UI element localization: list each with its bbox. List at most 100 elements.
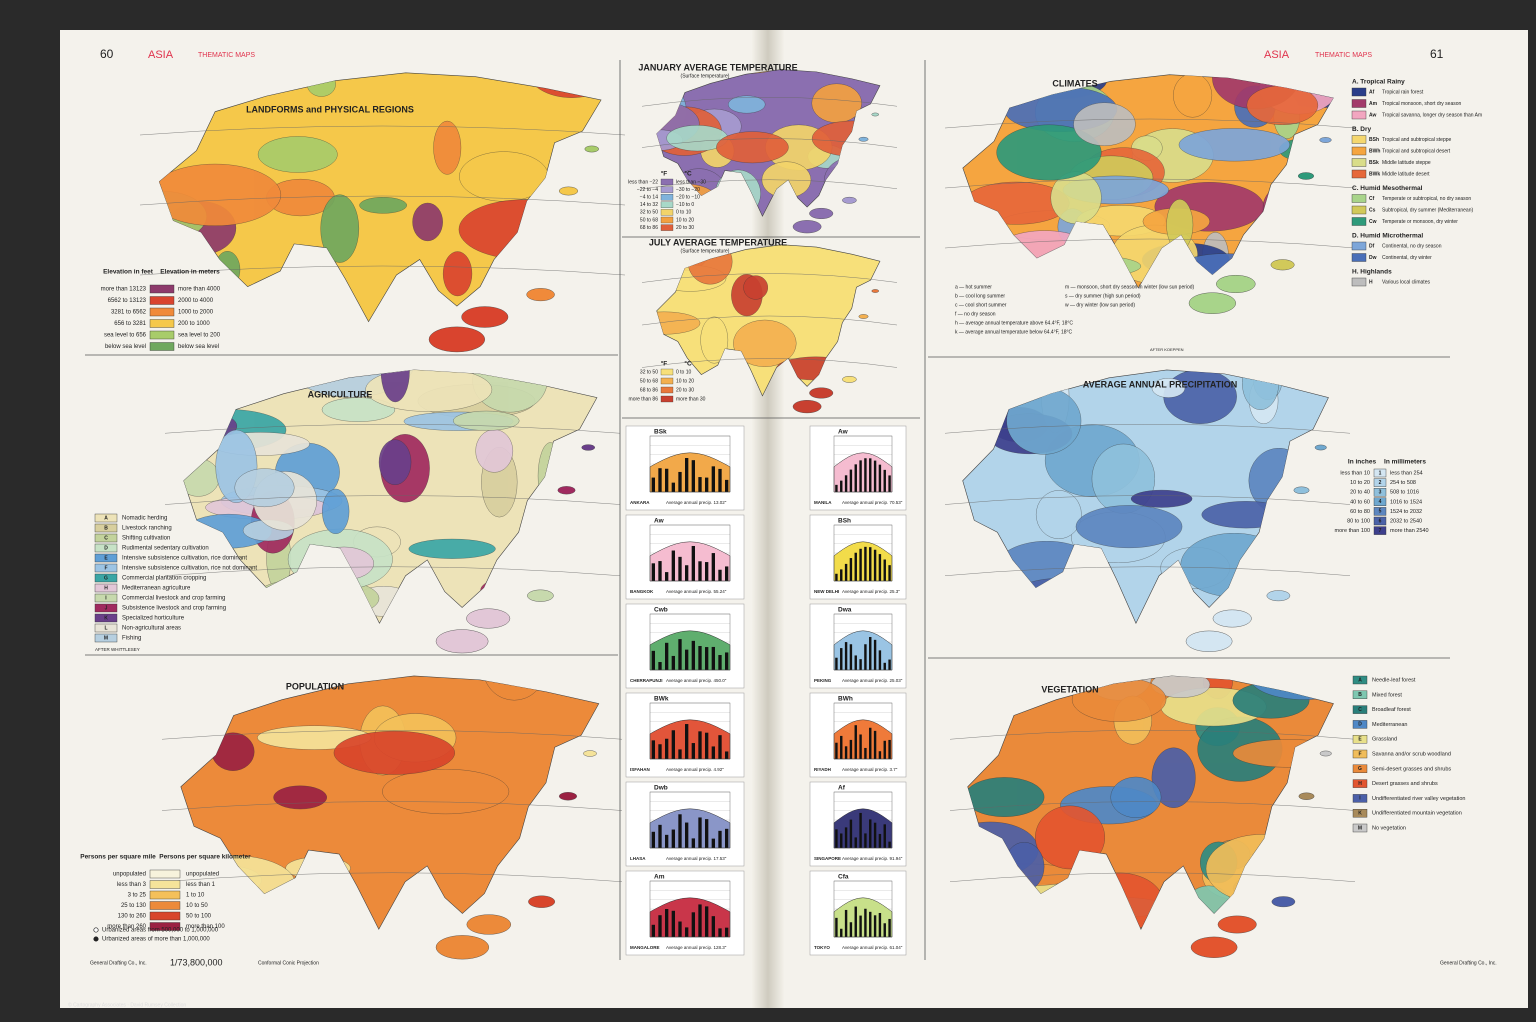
label: In inches [1348,459,1377,466]
precip-bar [869,727,872,759]
island [809,387,834,399]
island [527,589,554,602]
label: 68 to 86 [640,225,658,231]
label: Broadleaf forest [1372,707,1411,713]
precip-bar [711,553,715,581]
label: Semi-desert grasses and shrubs [1372,766,1451,772]
graticule [944,238,1356,249]
precip-bar [711,466,715,492]
temperature-area [649,808,731,849]
label: Various local climates [1382,279,1430,285]
label: (Surface temperature) [681,73,730,79]
precip-bar [840,480,843,492]
label: Urbanized areas from 500,000 to 1,000,00… [102,928,219,934]
climate-chart [809,425,907,511]
label: C [104,535,108,541]
label: B. Dry [1352,126,1372,133]
island [559,186,579,196]
label: more than 4000 [178,287,221,293]
label: C. Humid Mesothermal [1352,185,1423,192]
precip-bar [873,915,877,937]
label: A. Tropical Rainy [1352,79,1405,86]
precip-bar [691,460,695,492]
map [944,356,1351,652]
swatch [1352,823,1368,833]
graticule [641,315,898,326]
precip-bar [658,744,662,759]
precip-bar [849,739,853,759]
label: w — dry winter (low sun period) [1065,302,1135,308]
precip-bar [883,824,886,848]
precip-bar [864,458,867,492]
region [743,275,768,300]
precip-bar [873,822,877,848]
label: H. Highlands [1352,269,1392,276]
region [728,95,766,114]
label: Elevation in feet [103,269,154,276]
precip-bar [878,751,882,759]
label: ASIA [1264,49,1290,61]
label: 50 to 68 [640,378,658,384]
label: AFTER WHITTLESEY [95,647,140,652]
precip-bar [888,565,891,581]
label: J [105,605,108,611]
label: 14 to 32 [640,202,658,208]
swatch [149,901,181,910]
precip-bar [705,477,709,492]
swatch [1351,253,1367,262]
island [1188,292,1236,314]
label: 50 to 100 [186,914,212,920]
precip-bar [698,645,702,670]
label: 2 [1379,480,1382,486]
graticule [949,801,1356,811]
label: more than 100 [1335,528,1370,534]
label: Am [1369,101,1378,107]
swatch [1352,779,1368,788]
label: f — no dry season [955,311,996,317]
island [528,895,555,908]
precip-bar [711,646,715,670]
precip-bar [651,740,655,759]
island [428,326,485,353]
label: No vegetation [1372,825,1406,831]
precip-bar [718,735,722,759]
precip-bar [665,834,669,848]
island [557,486,576,495]
label: Average annual precip. 55.24" [666,589,727,594]
precip-bar [864,644,867,670]
label: °F [661,170,668,178]
precip-bar [678,639,682,670]
swatch [1373,507,1387,516]
swatch [149,307,175,317]
region [442,251,473,297]
precip-bar [725,652,729,670]
precip-bar [658,915,662,937]
label: Middle latitude desert [1382,171,1430,177]
label: In millimeters [1384,459,1426,466]
swatch [1373,516,1387,526]
precip-bar [844,909,848,937]
label: Temperate or subtropical, no dry season [1382,196,1471,202]
label: 50 to 68 [640,217,658,223]
label: D [104,545,108,551]
island [1297,172,1314,180]
swatch [94,533,118,543]
region [1035,490,1082,539]
swatch [1351,146,1367,156]
region [433,120,462,175]
label: 7 [1379,528,1382,534]
graticule [641,97,898,107]
graticule [164,424,621,434]
label: 3 to 25 [128,893,147,899]
swatch [1351,194,1367,203]
plot-frame [649,524,731,582]
label: Continental, no dry season [1382,243,1442,249]
swatch [660,224,674,231]
precip-bar [678,749,682,759]
island [583,750,597,757]
island [1190,936,1238,958]
label: b — cool long summer [955,293,1005,299]
swatch [1351,205,1367,215]
label: Conformal Conic Projection [258,960,319,966]
island [1270,259,1295,271]
